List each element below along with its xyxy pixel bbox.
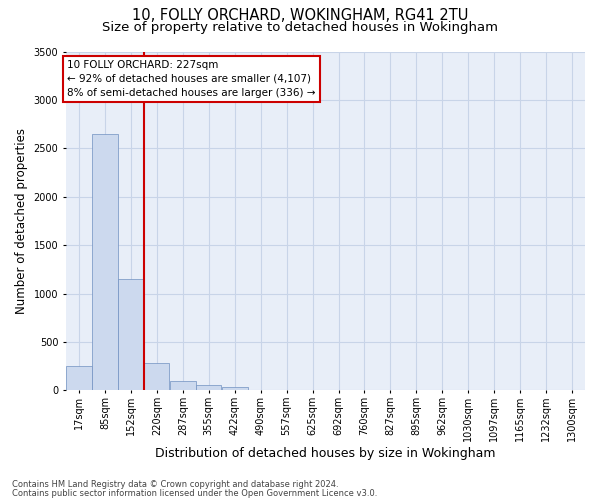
Bar: [92, 134, 118, 390]
Text: 10, FOLLY ORCHARD, WOKINGHAM, RG41 2TU: 10, FOLLY ORCHARD, WOKINGHAM, RG41 2TU: [132, 8, 468, 22]
Bar: [222, 388, 248, 390]
Bar: [196, 385, 221, 390]
Bar: [144, 364, 169, 390]
Bar: [118, 279, 144, 390]
Bar: [66, 366, 92, 390]
Y-axis label: Number of detached properties: Number of detached properties: [15, 128, 28, 314]
Text: 10 FOLLY ORCHARD: 227sqm
← 92% of detached houses are smaller (4,107)
8% of semi: 10 FOLLY ORCHARD: 227sqm ← 92% of detach…: [67, 60, 316, 98]
Text: Size of property relative to detached houses in Wokingham: Size of property relative to detached ho…: [102, 21, 498, 34]
Text: Contains public sector information licensed under the Open Government Licence v3: Contains public sector information licen…: [12, 488, 377, 498]
Bar: [170, 380, 196, 390]
X-axis label: Distribution of detached houses by size in Wokingham: Distribution of detached houses by size …: [155, 447, 496, 460]
Text: Contains HM Land Registry data © Crown copyright and database right 2024.: Contains HM Land Registry data © Crown c…: [12, 480, 338, 489]
